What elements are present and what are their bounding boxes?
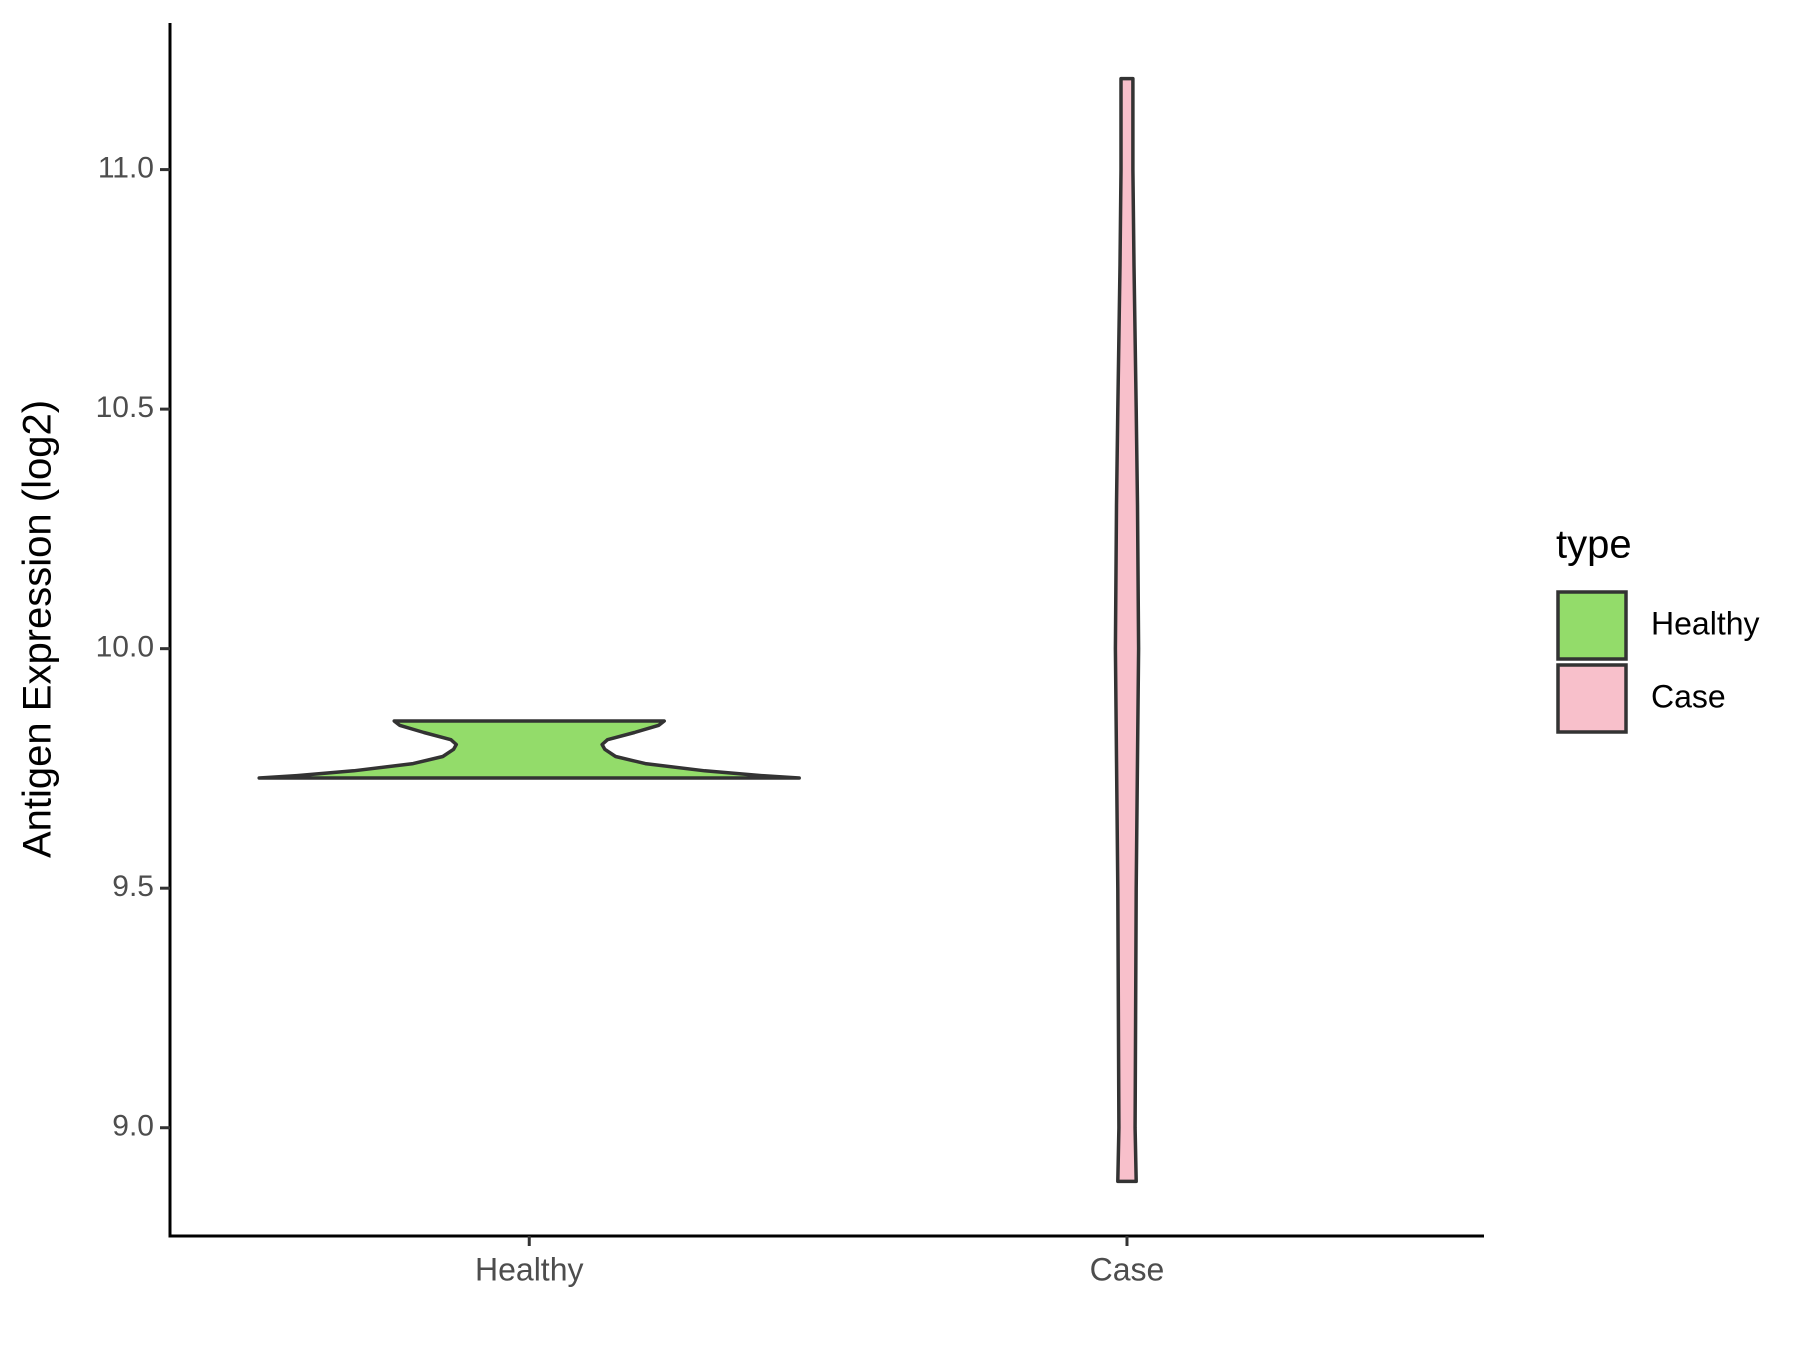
legend-key <box>1556 590 1628 661</box>
y-tick-label: 11.0 <box>98 152 154 185</box>
y-axis-title: Antigen Expression (log2) <box>16 400 60 858</box>
legend-label: Case <box>1651 678 1726 714</box>
legend-label: Healthy <box>1651 605 1760 641</box>
x-tick-label: Healthy <box>475 1251 584 1287</box>
y-tick-label: 9.5 <box>112 870 154 903</box>
violin <box>257 719 801 780</box>
legend-key <box>1556 663 1628 734</box>
violin <box>1113 76 1141 1184</box>
y-tick-label: 10.5 <box>96 391 154 424</box>
x-tick-label: Case <box>1090 1251 1165 1287</box>
y-tick-label: 9.0 <box>112 1110 154 1143</box>
legend-title: type <box>1556 523 1632 567</box>
y-tick-label: 10.0 <box>96 631 154 664</box>
